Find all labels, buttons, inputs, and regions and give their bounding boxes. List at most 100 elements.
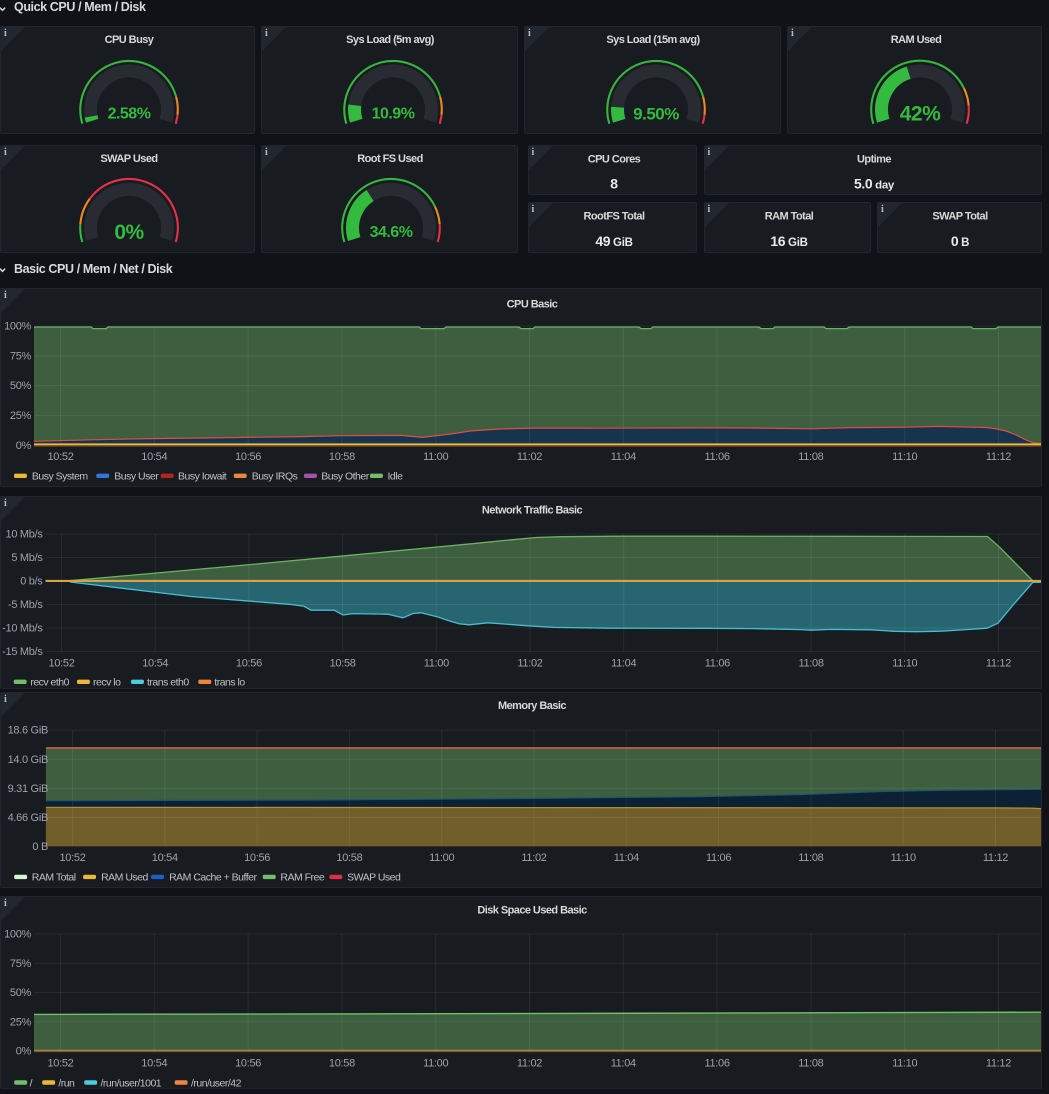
- svg-text:0 B: 0 B: [32, 841, 48, 853]
- svg-text:RAM Free: RAM Free: [280, 871, 325, 883]
- svg-text:11:02: 11:02: [517, 1057, 542, 1069]
- svg-text:11:00: 11:00: [423, 451, 448, 463]
- svg-text:16 GiB: 16 GiB: [770, 232, 807, 248]
- svg-text:SWAP Total: SWAP Total: [932, 210, 988, 222]
- svg-text:18.6 GiB: 18.6 GiB: [8, 724, 48, 736]
- svg-text:11:00: 11:00: [424, 657, 449, 669]
- svg-text:Sys Load (15m avg): Sys Load (15m avg): [606, 33, 700, 45]
- svg-text:42%: 42%: [900, 102, 941, 125]
- svg-text:0%: 0%: [16, 440, 32, 452]
- svg-text:5 Mb/s: 5 Mb/s: [11, 552, 43, 564]
- svg-text:CPU Basic: CPU Basic: [507, 299, 558, 311]
- svg-text:11:08: 11:08: [798, 451, 823, 463]
- svg-text:75%: 75%: [10, 351, 32, 363]
- svg-text:11:12: 11:12: [983, 852, 1008, 864]
- svg-text:10:54: 10:54: [141, 1057, 167, 1069]
- svg-text:11:00: 11:00: [423, 1057, 448, 1069]
- svg-text:11:02: 11:02: [517, 451, 542, 463]
- svg-text:25%: 25%: [10, 1016, 32, 1028]
- svg-text:2.58%: 2.58%: [108, 105, 151, 122]
- svg-text:Busy IRQs: Busy IRQs: [252, 471, 298, 483]
- svg-text:recv lo: recv lo: [93, 678, 121, 689]
- svg-text:11:12: 11:12: [986, 1057, 1011, 1069]
- svg-text:RAM Total: RAM Total: [764, 210, 813, 222]
- svg-text:10 Mb/s: 10 Mb/s: [6, 529, 44, 541]
- svg-text:10:52: 10:52: [59, 852, 85, 864]
- svg-text:11:02: 11:02: [517, 657, 542, 669]
- svg-text:-15 Mb/s: -15 Mb/s: [2, 646, 43, 658]
- svg-text:Memory Basic: Memory Basic: [498, 700, 566, 712]
- svg-text:10:52: 10:52: [48, 1057, 74, 1069]
- svg-text:10:58: 10:58: [330, 657, 356, 669]
- svg-text:25%: 25%: [10, 410, 32, 422]
- svg-text:RootFS Total: RootFS Total: [583, 210, 645, 222]
- svg-text:SWAP Used: SWAP Used: [100, 152, 157, 164]
- svg-text:-10 Mb/s: -10 Mb/s: [2, 623, 43, 635]
- svg-text:Network Traffic Basic: Network Traffic Basic: [482, 504, 583, 516]
- svg-text:8: 8: [610, 175, 618, 191]
- svg-text:0 b/s: 0 b/s: [20, 576, 43, 588]
- svg-text:14.0 GiB: 14.0 GiB: [8, 753, 48, 765]
- svg-text:10:56: 10:56: [244, 852, 270, 864]
- svg-text:SWAP Used: SWAP Used: [347, 871, 401, 883]
- svg-text:11:10: 11:10: [892, 451, 917, 463]
- svg-text:50%: 50%: [10, 380, 32, 392]
- svg-text:Busy Iowait: Busy Iowait: [178, 471, 227, 483]
- svg-text:RAM Cache + Buffer: RAM Cache + Buffer: [169, 871, 257, 883]
- svg-text:10:52: 10:52: [47, 451, 73, 463]
- svg-text:CPU Cores: CPU Cores: [587, 153, 640, 165]
- svg-text:11:02: 11:02: [521, 852, 546, 864]
- svg-text:RAM Used: RAM Used: [891, 33, 942, 45]
- svg-text:10:54: 10:54: [142, 657, 168, 669]
- svg-text:CPU Busy: CPU Busy: [105, 33, 155, 45]
- svg-text:100%: 100%: [4, 928, 31, 940]
- svg-text:11:06: 11:06: [705, 657, 730, 669]
- svg-text:11:06: 11:06: [704, 451, 729, 463]
- svg-text:Uptime: Uptime: [857, 153, 891, 165]
- svg-text:11:12: 11:12: [986, 451, 1011, 463]
- svg-text:11:10: 11:10: [891, 852, 916, 864]
- svg-text:Busy Other: Busy Other: [321, 471, 370, 483]
- svg-text:11:10: 11:10: [892, 1057, 917, 1069]
- svg-text:Sys Load (5m avg): Sys Load (5m avg): [346, 33, 435, 45]
- svg-text:/run: /run: [58, 1078, 75, 1088]
- svg-text:11:06: 11:06: [706, 852, 731, 864]
- svg-text:10:56: 10:56: [236, 657, 262, 669]
- svg-text:0%: 0%: [114, 220, 144, 243]
- svg-text:Busy User: Busy User: [114, 471, 159, 483]
- svg-text:trans eth0: trans eth0: [147, 678, 189, 689]
- svg-text:9.31 GiB: 9.31 GiB: [8, 782, 48, 794]
- svg-text:11:04: 11:04: [611, 657, 636, 669]
- svg-text:11:10: 11:10: [892, 657, 917, 669]
- svg-text:11:08: 11:08: [798, 657, 823, 669]
- svg-text:trans lo: trans lo: [214, 678, 245, 689]
- svg-text:11:04: 11:04: [611, 1057, 636, 1069]
- svg-text:10:58: 10:58: [336, 852, 362, 864]
- svg-text:11:08: 11:08: [798, 852, 823, 864]
- svg-text:11:00: 11:00: [429, 852, 454, 864]
- svg-text:10:54: 10:54: [152, 852, 178, 864]
- svg-text:11:04: 11:04: [614, 852, 639, 864]
- svg-text:Idle: Idle: [388, 471, 404, 483]
- svg-text:4.66 GiB: 4.66 GiB: [8, 812, 48, 824]
- svg-text:50%: 50%: [10, 987, 32, 999]
- svg-text:10:54: 10:54: [141, 451, 167, 463]
- svg-text:5.0 day: 5.0 day: [853, 175, 894, 191]
- svg-text:75%: 75%: [10, 958, 32, 970]
- svg-text:/: /: [30, 1078, 33, 1088]
- svg-text:0%: 0%: [16, 1046, 32, 1058]
- svg-text:100%: 100%: [4, 321, 31, 333]
- svg-text:/run/user/42: /run/user/42: [191, 1078, 242, 1088]
- svg-text:Root FS Used: Root FS Used: [357, 152, 423, 164]
- svg-text:49 GiB: 49 GiB: [595, 232, 632, 248]
- svg-text:10:58: 10:58: [329, 451, 355, 463]
- svg-text:Disk Space Used Basic: Disk Space Used Basic: [477, 904, 587, 916]
- svg-text:Busy System: Busy System: [32, 471, 89, 483]
- svg-text:recv eth0: recv eth0: [30, 678, 69, 689]
- svg-text:11:04: 11:04: [611, 451, 636, 463]
- svg-text:34.6%: 34.6%: [370, 223, 413, 240]
- svg-text:10.9%: 10.9%: [372, 105, 415, 122]
- svg-text:11:12: 11:12: [986, 657, 1011, 669]
- svg-text:11:08: 11:08: [798, 1057, 823, 1069]
- svg-text:9.50%: 9.50%: [633, 104, 679, 123]
